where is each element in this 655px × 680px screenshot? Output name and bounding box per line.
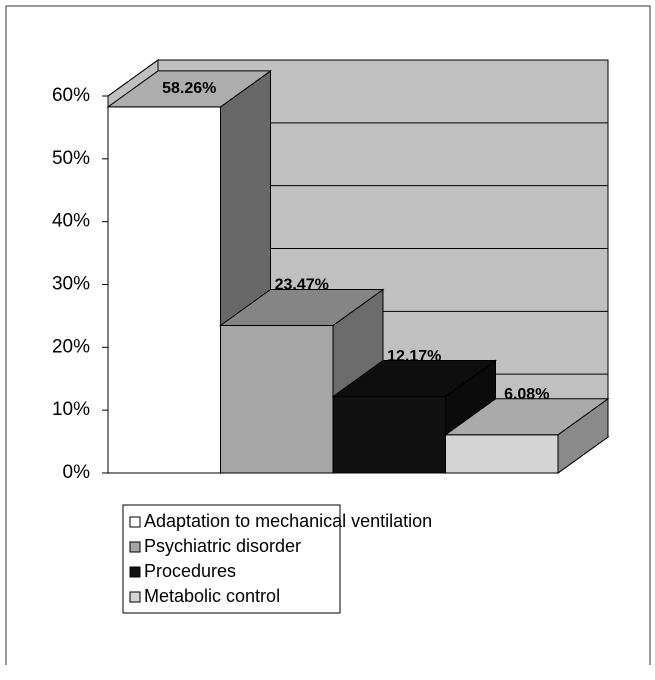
legend-swatch [129, 591, 141, 603]
bar-top [218, 289, 385, 327]
legend-swatch [129, 541, 141, 553]
y-tick-label: 10% [52, 399, 90, 420]
bar-top [331, 360, 498, 398]
bar [445, 434, 559, 474]
y-tick-label: 40% [52, 211, 90, 232]
legend-label: Psychiatric disorder [144, 536, 301, 556]
y-tick-label: 50% [52, 148, 90, 169]
y-tick-label: 20% [52, 336, 90, 357]
legend-swatch [129, 566, 141, 578]
bar [332, 396, 446, 474]
bar [107, 106, 221, 474]
frame [5, 5, 651, 665]
bar [220, 325, 334, 474]
data-label: 23.47% [275, 277, 329, 294]
legend-label: Metabolic control [144, 586, 280, 606]
legend-swatch [129, 516, 141, 528]
data-label: 6.08% [504, 386, 549, 403]
bar-top [106, 70, 273, 108]
legend-box [122, 504, 341, 614]
y-tick-label: 0% [63, 462, 91, 483]
y-tick-label: 60% [52, 85, 90, 106]
legend-label: Adaptation to mechanical ventilation [144, 511, 432, 531]
bar-top [443, 398, 610, 436]
y-tick-label: 30% [52, 274, 90, 295]
grid-line [107, 59, 159, 97]
data-label: 58.26% [162, 80, 216, 97]
data-label: 12.17% [387, 348, 441, 365]
legend-label: Procedures [144, 561, 236, 581]
